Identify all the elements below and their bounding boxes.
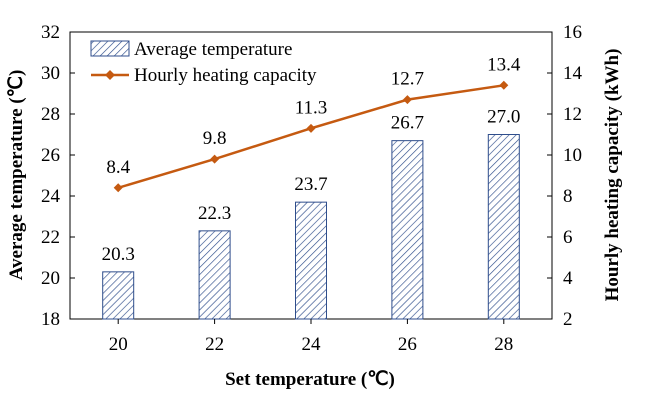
line-value-label: 9.8 <box>203 128 227 149</box>
y-tick-label: 30 <box>41 63 60 84</box>
bar <box>391 140 424 320</box>
line-marker <box>499 80 509 90</box>
x-tick-label: 26 <box>398 334 417 355</box>
y2-tick-label: 6 <box>563 227 573 248</box>
y-tick-label: 32 <box>41 22 60 43</box>
line-value-label: 13.4 <box>487 54 521 75</box>
line-value-label: 8.4 <box>106 157 130 178</box>
y-tick-label: 24 <box>41 186 61 207</box>
x-tick-label: 28 <box>494 334 513 355</box>
y2-tick-label: 14 <box>563 63 583 84</box>
legend-bar-swatch <box>90 40 130 57</box>
y2-tick-label: 16 <box>563 22 582 43</box>
y-tick-label: 28 <box>41 104 60 125</box>
line-marker <box>210 154 220 164</box>
y-axis-title: Average temperature (℃) <box>6 70 27 281</box>
legend-line-label: Hourly heating capacity <box>134 65 317 86</box>
x-tick-label: 24 <box>302 334 322 355</box>
y2-axis-title: Hourly heating capacity (kWh) <box>602 49 623 302</box>
line-marker <box>402 95 412 105</box>
y-tick-label: 18 <box>41 309 60 330</box>
bar-value-label: 26.7 <box>391 113 424 134</box>
bar-value-label: 20.3 <box>102 244 135 265</box>
line-marker <box>306 123 316 133</box>
y-tick-label: 20 <box>41 268 60 289</box>
bar-series <box>102 134 520 320</box>
y2-tick-label: 4 <box>563 268 573 289</box>
x-tick-label: 22 <box>205 334 224 355</box>
bar-value-label: 23.7 <box>294 174 327 195</box>
line-value-label: 12.7 <box>391 69 424 90</box>
y-tick-label: 22 <box>41 227 60 248</box>
x-tick-label: 20 <box>109 334 128 355</box>
line-series <box>113 80 509 193</box>
y-tick-label: 26 <box>41 145 60 166</box>
legend-line-marker <box>105 70 115 80</box>
legend: Average temperature Hourly heating capac… <box>90 39 317 86</box>
line-value-label: 11.3 <box>295 97 328 118</box>
bar <box>198 230 231 320</box>
y2-tick-label: 12 <box>563 104 582 125</box>
data-labels: 20.3 22.3 23.7 26.7 27.0 8.4 9.8 11.3 12.7 13.4 <box>102 54 521 265</box>
bar <box>102 271 135 320</box>
bar-value-label: 22.3 <box>198 203 231 224</box>
line-marker <box>113 183 123 193</box>
y2-tick-label: 2 <box>563 309 573 330</box>
y2-tick-label: 8 <box>563 186 573 207</box>
x-axis-title: Set temperature (℃) <box>225 369 395 390</box>
legend-bar-label: Average temperature <box>134 39 292 60</box>
y2-tick-label: 10 <box>563 145 582 166</box>
bar <box>487 134 520 320</box>
bar <box>295 201 327 320</box>
bar-value-label: 27.0 <box>487 107 520 128</box>
